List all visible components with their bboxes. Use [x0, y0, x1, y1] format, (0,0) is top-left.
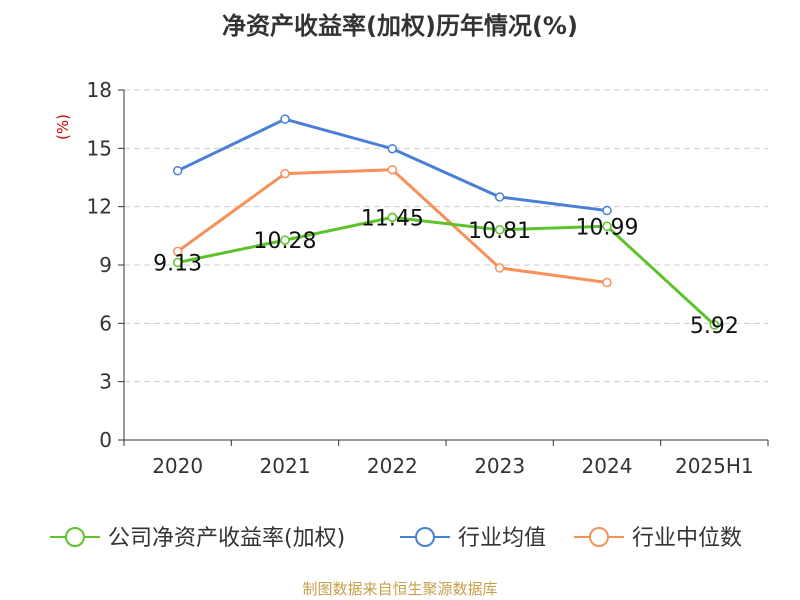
y-tick-label: 6 [99, 311, 112, 335]
legend-label: 行业中位数 [632, 526, 742, 551]
x-tick-label: 2022 [367, 454, 418, 478]
series-point [387, 164, 398, 175]
legend-swatch-marker [415, 527, 435, 547]
legend-label: 行业均值 [458, 526, 546, 551]
series-point [280, 168, 290, 179]
series-line [177, 117, 608, 213]
y-tick-label: 15 [87, 136, 112, 160]
y-tick-label: 18 [87, 78, 112, 102]
x-tick-label: 2021 [260, 454, 311, 478]
y-axis-ticks: 0 3 6 9 12 15 18 [87, 78, 124, 452]
series-point [494, 263, 505, 273]
series-point [172, 257, 183, 268]
data-label: 9.13 [153, 251, 202, 276]
data-label: 5.92 [690, 314, 739, 339]
x-axis-ticks: 2020 2021 2022 2023 2024 2025H1 [123, 440, 769, 478]
x-tick-label: 2023 [474, 454, 525, 478]
legend: 公司净资产收益率(加权) 行业均值 行业中位数 [50, 526, 742, 551]
legend-swatch-marker [589, 527, 609, 547]
series-group [172, 114, 720, 330]
series-point [709, 320, 720, 330]
y-axis-unit-label: (%) [54, 114, 72, 140]
source-note: 制图数据来自恒生聚源数据库 [302, 580, 498, 598]
series-point [172, 246, 183, 257]
y-tick-label: 12 [87, 195, 112, 219]
data-label: 10.99 [576, 215, 639, 240]
series-point [494, 225, 505, 235]
x-tick-label: 2020 [152, 454, 203, 478]
y-tick-label: 0 [99, 428, 112, 452]
data-labels: 9.13 10.28 11.45 10.81 10.99 5.92 [153, 206, 739, 339]
series-point [280, 235, 290, 245]
series-line [177, 215, 716, 326]
series-point [602, 277, 612, 288]
x-tick-label: 2024 [582, 454, 633, 478]
chart-title: 净资产收益率(加权)历年情况(%) [222, 12, 578, 40]
data-label: 11.45 [361, 206, 424, 231]
series-point [602, 221, 612, 232]
series-point [280, 114, 290, 124]
series-point [387, 212, 398, 223]
y-tick-label: 9 [99, 253, 112, 277]
y-tick-label: 3 [99, 370, 112, 394]
series-point [602, 205, 612, 216]
series-point [387, 143, 398, 154]
series-point [494, 192, 505, 202]
data-label: 10.28 [254, 229, 317, 254]
legend-label: 公司净资产收益率(加权) [108, 526, 345, 551]
x-tick-label: 2025H1 [675, 454, 754, 478]
series-point [172, 165, 183, 176]
grid-lines [124, 89, 768, 383]
data-label: 10.81 [468, 219, 531, 244]
legend-swatch-marker [65, 527, 85, 547]
